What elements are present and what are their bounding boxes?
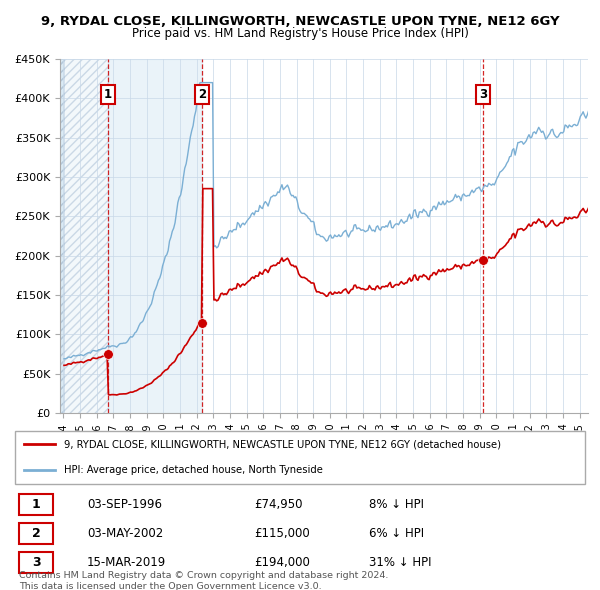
Text: 1: 1: [32, 498, 41, 511]
Text: 3: 3: [32, 556, 41, 569]
Text: 8% ↓ HPI: 8% ↓ HPI: [369, 498, 424, 511]
Text: 03-SEP-1996: 03-SEP-1996: [87, 498, 162, 511]
Text: £74,950: £74,950: [254, 498, 302, 511]
FancyBboxPatch shape: [15, 431, 585, 484]
Text: This data is licensed under the Open Government Licence v3.0.: This data is licensed under the Open Gov…: [19, 582, 322, 590]
Text: 31% ↓ HPI: 31% ↓ HPI: [369, 556, 431, 569]
Text: 2: 2: [32, 527, 41, 540]
Text: £115,000: £115,000: [254, 527, 310, 540]
Text: 15-MAR-2019: 15-MAR-2019: [87, 556, 166, 569]
FancyBboxPatch shape: [19, 494, 53, 515]
Text: 03-MAY-2002: 03-MAY-2002: [87, 527, 163, 540]
FancyBboxPatch shape: [19, 552, 53, 573]
Text: HPI: Average price, detached house, North Tyneside: HPI: Average price, detached house, Nort…: [64, 466, 323, 475]
Text: 3: 3: [479, 88, 487, 101]
Text: 9, RYDAL CLOSE, KILLINGWORTH, NEWCASTLE UPON TYNE, NE12 6GY (detached house): 9, RYDAL CLOSE, KILLINGWORTH, NEWCASTLE …: [64, 440, 501, 449]
Text: Contains HM Land Registry data © Crown copyright and database right 2024.: Contains HM Land Registry data © Crown c…: [19, 571, 388, 580]
Text: Price paid vs. HM Land Registry's House Price Index (HPI): Price paid vs. HM Land Registry's House …: [131, 27, 469, 40]
FancyBboxPatch shape: [19, 523, 53, 544]
Bar: [108, 59, 202, 413]
Text: 1: 1: [104, 88, 112, 101]
Text: £194,000: £194,000: [254, 556, 310, 569]
Text: 9, RYDAL CLOSE, KILLINGWORTH, NEWCASTLE UPON TYNE, NE12 6GY: 9, RYDAL CLOSE, KILLINGWORTH, NEWCASTLE …: [41, 15, 559, 28]
Text: 2: 2: [198, 88, 206, 101]
Text: 6% ↓ HPI: 6% ↓ HPI: [369, 527, 424, 540]
